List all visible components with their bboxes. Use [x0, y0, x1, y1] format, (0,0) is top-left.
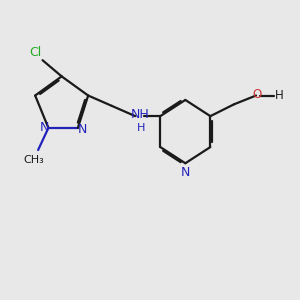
Text: N: N — [181, 166, 190, 178]
Text: NH: NH — [130, 108, 149, 121]
Text: N: N — [78, 123, 87, 136]
Text: H: H — [275, 89, 284, 102]
Text: O: O — [253, 88, 262, 100]
Text: N: N — [39, 122, 49, 134]
Text: CH₃: CH₃ — [23, 155, 44, 165]
Text: Cl: Cl — [29, 46, 41, 59]
Text: H: H — [137, 123, 146, 133]
